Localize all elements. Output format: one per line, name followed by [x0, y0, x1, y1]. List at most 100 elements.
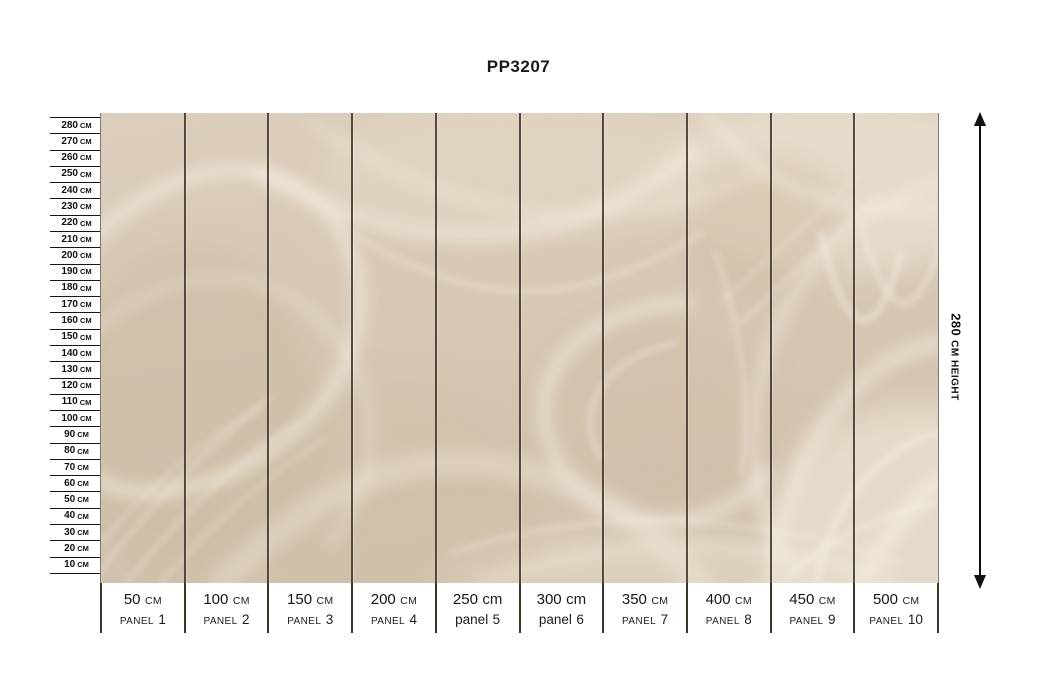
mural-preview	[100, 113, 939, 583]
ruler-unit: CM	[80, 169, 92, 179]
panel-divider	[853, 113, 856, 583]
ruler-unit: CM	[80, 251, 92, 261]
panel-number-label: panel 5	[455, 612, 501, 627]
ruler-tick: 260 CM	[50, 149, 103, 166]
ruler-unit: CM	[80, 365, 92, 375]
ruler-tick: 200 CM	[50, 247, 103, 263]
ruler-tick: 20 CM	[50, 540, 103, 556]
height-arrow-line	[979, 122, 981, 579]
ruler-unit: CM	[80, 153, 92, 163]
ruler-value: 140	[61, 347, 78, 359]
arrowhead-up-icon	[974, 112, 986, 126]
ruler-unit: CM	[77, 527, 89, 537]
panel-label-row: 50 CM PANEL 1 100 CM PANEL 2	[100, 583, 939, 633]
ruler-value: 130	[61, 363, 78, 375]
ruler-value: 20	[64, 542, 76, 554]
panel-label-cell: 250 cm panel 5	[434, 583, 519, 633]
ruler-unit: CM	[77, 495, 89, 505]
ruler-unit: CM	[80, 283, 92, 293]
ruler-value: 40	[64, 510, 76, 522]
ruler-value: 200	[61, 249, 78, 261]
ruler-unit: CM	[77, 511, 89, 521]
panel-number-label: PANEL 4	[370, 612, 417, 627]
page-title: PP3207	[486, 57, 551, 76]
ruler-unit: CM	[79, 397, 92, 407]
height-arrow	[973, 112, 987, 589]
ruler-unit: CM	[77, 430, 89, 440]
ruler-unit: CM	[77, 560, 89, 570]
cm-unit: CM	[651, 595, 669, 607]
panel-width-label: 150 CM	[287, 591, 334, 608]
ruler-value: 150	[61, 331, 78, 343]
panel-width-label: 350 CM	[621, 591, 669, 608]
ruler-tick: 40 CM	[50, 507, 103, 524]
panel-number-label: PANEL 3	[287, 612, 334, 627]
ruler-tick: 80 CM	[50, 442, 103, 459]
panel-width-label: 50 CM	[123, 591, 162, 608]
ruler-unit: CM	[80, 381, 92, 391]
ruler-tick: 250 CM	[50, 165, 103, 182]
panel-width-label: 400 CM	[705, 591, 752, 608]
panel-label-cell: 350 CM PANEL 7	[602, 583, 686, 633]
ruler-value: 70	[64, 461, 76, 473]
ruler-tick: 50 CM	[50, 491, 103, 507]
panel-label-cell: 500 CM PANEL 10	[853, 583, 937, 633]
panel-number-label: panel 6	[538, 612, 584, 627]
cm-unit: CM	[735, 595, 752, 607]
ruler-value: 230	[61, 201, 78, 213]
ruler-value: 160	[61, 315, 78, 327]
ruler-value: 110	[61, 396, 78, 408]
panel-divider	[351, 113, 354, 583]
ruler-tick: 90 CM	[50, 426, 103, 442]
ruler-tick: 230 CM	[50, 198, 103, 214]
ruler-unit: CM	[80, 202, 92, 212]
cm-unit: CM	[316, 595, 334, 607]
panel-divider	[685, 113, 688, 583]
cm-unit: CM	[818, 595, 836, 607]
cm-unit: CM	[400, 595, 418, 607]
ruler-value: 220	[61, 217, 78, 229]
ruler-unit: CM	[77, 446, 89, 456]
height-label: 280 CM HEIGHT	[949, 313, 964, 401]
cm-unit: CM	[144, 595, 162, 607]
panel-label-cell: 50 CM PANEL 1	[100, 583, 184, 633]
ruler-tick: 190 CM	[50, 263, 103, 280]
ruler-tick: 220 CM	[50, 214, 103, 231]
arrowhead-down-icon	[974, 575, 986, 589]
ruler-tick: 280 CM	[50, 117, 103, 133]
ruler-unit: CM	[77, 479, 89, 489]
ruler-tick: 210 CM	[50, 230, 103, 247]
ruler-value: 250	[61, 168, 78, 180]
panel-width-label: 100 CM	[203, 591, 250, 608]
ruler-value: 260	[61, 152, 78, 164]
ruler-unit: CM	[80, 137, 92, 147]
ruler-value: 190	[61, 266, 78, 278]
ruler-value: 210	[61, 233, 78, 245]
ruler-tick: 150 CM	[50, 328, 103, 345]
ruler-unit: CM	[80, 120, 92, 130]
ruler-value: 180	[61, 282, 78, 294]
panel-width-label: 450 CM	[789, 591, 836, 608]
height-unit-word: CM HEIGHT	[948, 340, 960, 401]
ruler-tick: 10 CM	[50, 556, 103, 573]
ruler-unit: CM	[80, 186, 92, 196]
ruler-value: 240	[61, 184, 78, 196]
panel-number-label: PANEL 1	[119, 612, 166, 627]
ruler-unit: CM	[80, 299, 92, 309]
panel-divider	[518, 113, 521, 583]
ruler-unit: CM	[80, 348, 92, 358]
cm-unit: CM	[232, 595, 250, 607]
ruler-unit: CM	[77, 462, 89, 472]
ruler-tick: 60 CM	[50, 475, 103, 491]
ruler-value: 60	[64, 477, 76, 489]
ruler-tick: 120 CM	[50, 377, 103, 394]
ruler-value: 50	[64, 494, 76, 506]
panel-width-label: 250 cm	[452, 591, 503, 608]
panel-label-cell: 300 cm panel 6	[518, 583, 603, 633]
panel-number-label: PANEL 10	[869, 612, 923, 627]
ruler-tick: 170 CM	[50, 296, 103, 312]
ruler-tick: 70 CM	[50, 458, 103, 475]
ruler-value: 100	[61, 412, 78, 424]
panel-divider	[267, 113, 270, 583]
ruler-value: 170	[61, 298, 78, 310]
